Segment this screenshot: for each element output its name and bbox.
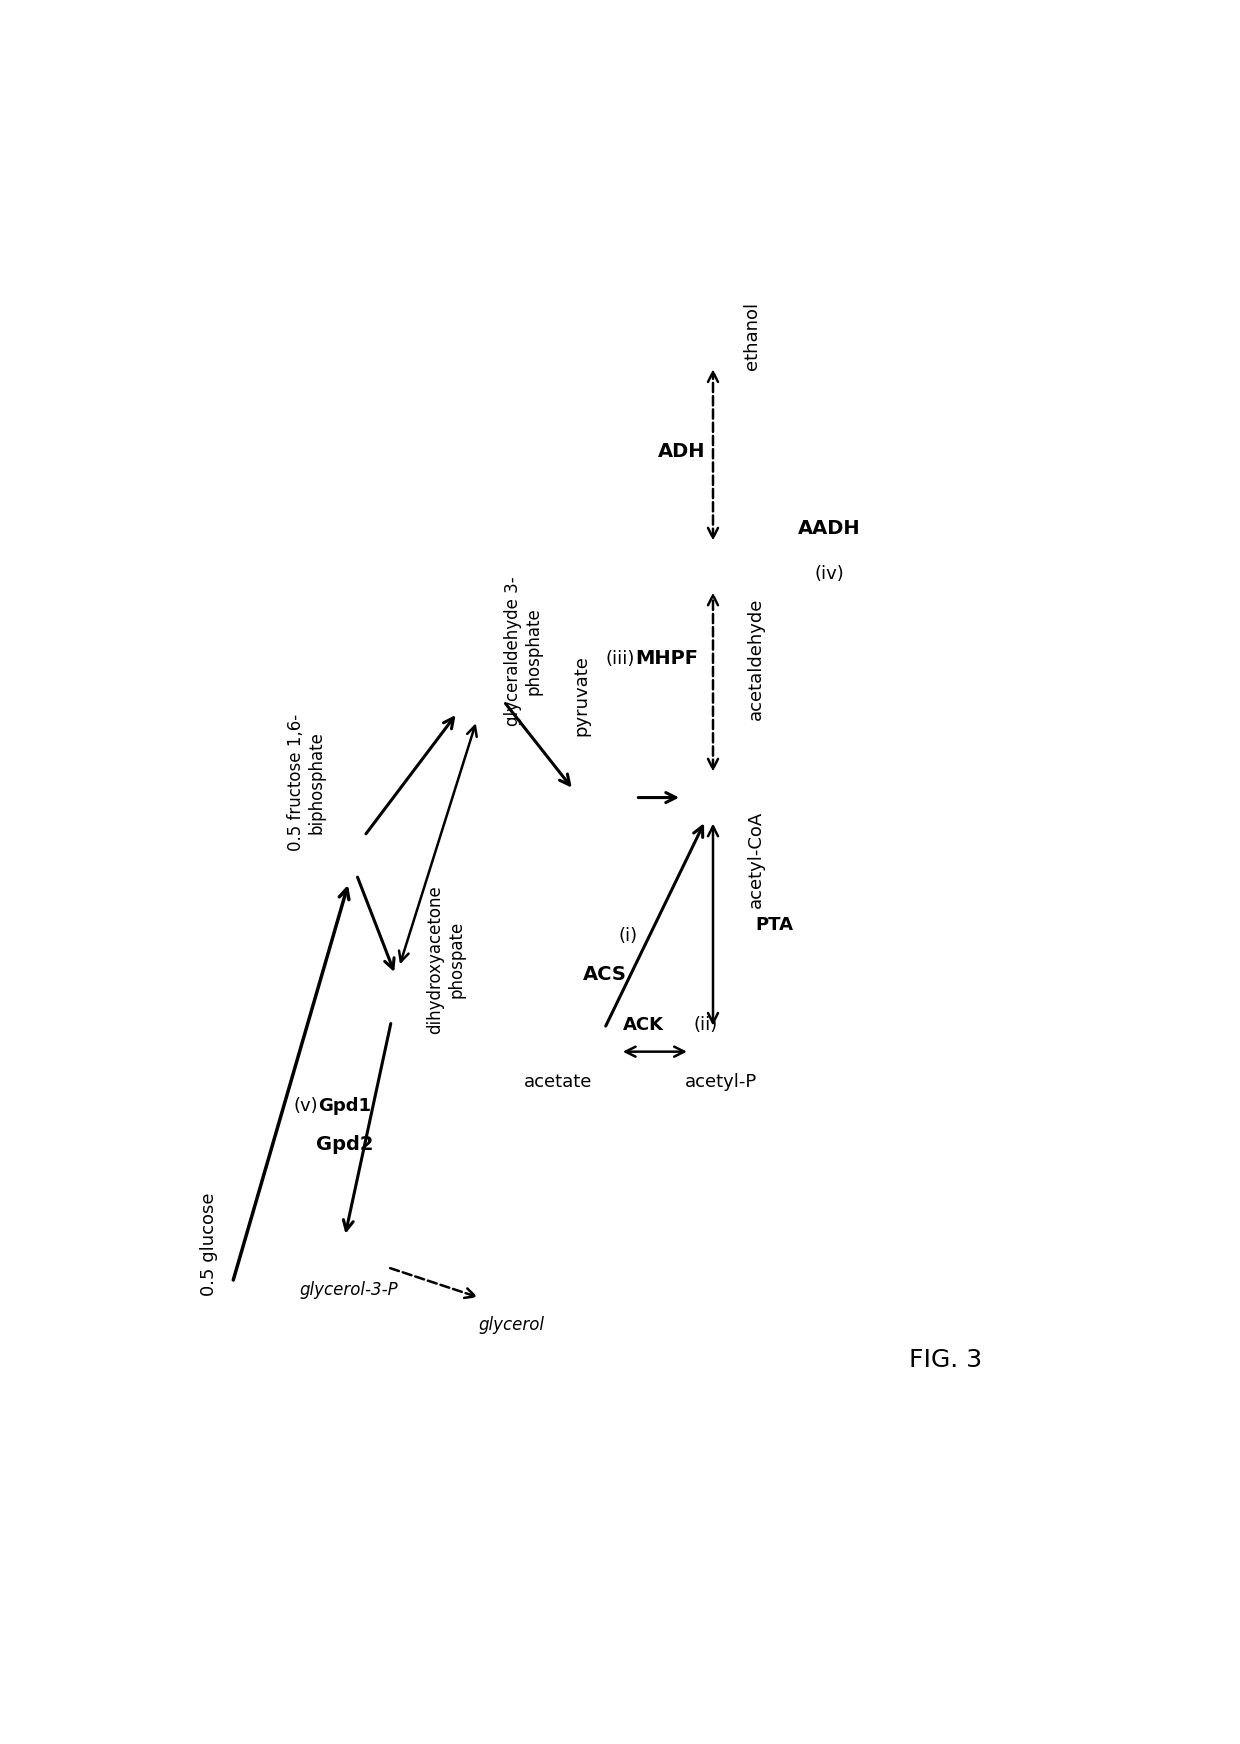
Text: acetyl-P: acetyl-P bbox=[684, 1074, 756, 1092]
Text: ethanol: ethanol bbox=[743, 302, 761, 370]
Text: glyceraldehyde 3-
phosphate: glyceraldehyde 3- phosphate bbox=[503, 577, 543, 726]
Text: acetate: acetate bbox=[523, 1074, 593, 1092]
Text: Gpd1: Gpd1 bbox=[319, 1097, 371, 1114]
Text: (ii): (ii) bbox=[693, 1015, 718, 1034]
Text: PTA: PTA bbox=[755, 916, 794, 933]
Text: (v): (v) bbox=[294, 1097, 319, 1114]
Text: ACK: ACK bbox=[622, 1015, 663, 1034]
Text: (i): (i) bbox=[619, 928, 637, 945]
Text: FIG. 3: FIG. 3 bbox=[909, 1348, 982, 1373]
Text: (iv): (iv) bbox=[815, 565, 844, 582]
Text: glycerol-3-P: glycerol-3-P bbox=[299, 1282, 398, 1299]
Text: MHPF: MHPF bbox=[635, 649, 698, 668]
Text: glycerol: glycerol bbox=[479, 1317, 544, 1334]
Text: dihydroxyacetone
phospate: dihydroxyacetone phospate bbox=[427, 884, 465, 1034]
Text: ADH: ADH bbox=[658, 441, 706, 460]
Text: 0.5 glucose: 0.5 glucose bbox=[200, 1193, 218, 1296]
Text: ACS: ACS bbox=[583, 964, 626, 984]
Text: acetaldehyde: acetaldehyde bbox=[746, 598, 765, 720]
Text: (iii): (iii) bbox=[605, 651, 635, 668]
Text: 0.5 fructose 1,6-
biphosphate: 0.5 fructose 1,6- biphosphate bbox=[286, 713, 326, 851]
Text: AADH: AADH bbox=[797, 518, 861, 537]
Text: pyruvate: pyruvate bbox=[572, 656, 590, 736]
Text: acetyl-CoA: acetyl-CoA bbox=[746, 811, 765, 909]
Text: Gpd2: Gpd2 bbox=[316, 1135, 373, 1153]
